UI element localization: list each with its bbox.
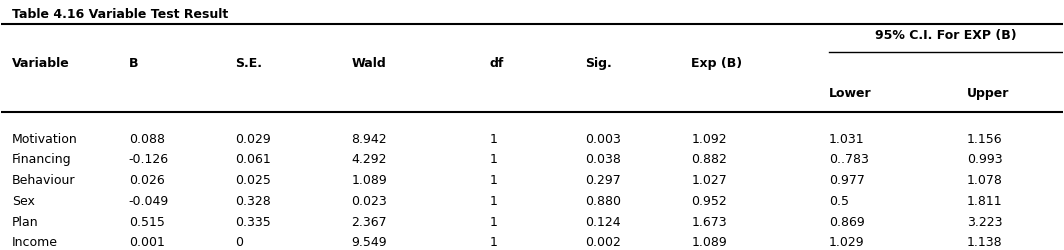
Text: 1.089: 1.089 (351, 174, 387, 187)
Text: 8.942: 8.942 (351, 133, 387, 146)
Text: 2.367: 2.367 (351, 216, 387, 229)
Text: 0.297: 0.297 (585, 174, 620, 187)
Text: 1.138: 1.138 (967, 236, 1002, 249)
Text: 0.328: 0.328 (235, 195, 270, 208)
Text: 1.031: 1.031 (829, 133, 865, 146)
Text: B: B (129, 57, 138, 70)
Text: Wald: Wald (351, 57, 386, 70)
Text: 9.549: 9.549 (351, 236, 387, 249)
Text: 1: 1 (489, 174, 498, 187)
Text: 0.038: 0.038 (585, 154, 621, 166)
Text: -0.049: -0.049 (129, 195, 169, 208)
Text: 0.515: 0.515 (129, 216, 165, 229)
Text: 0.023: 0.023 (351, 195, 387, 208)
Text: 1: 1 (489, 195, 498, 208)
Text: 0.061: 0.061 (235, 154, 270, 166)
Text: S.E.: S.E. (235, 57, 262, 70)
Text: 1.156: 1.156 (967, 133, 1002, 146)
Text: 1.078: 1.078 (967, 174, 1003, 187)
Text: 1.089: 1.089 (692, 236, 727, 249)
Text: 3.223: 3.223 (967, 216, 1002, 229)
Text: 1.027: 1.027 (692, 174, 727, 187)
Text: 0.882: 0.882 (692, 154, 727, 166)
Text: 1: 1 (489, 154, 498, 166)
Text: Sex: Sex (12, 195, 35, 208)
Text: 0.880: 0.880 (585, 195, 621, 208)
Text: 0.088: 0.088 (129, 133, 165, 146)
Text: 0.335: 0.335 (235, 216, 270, 229)
Text: 1.029: 1.029 (829, 236, 865, 249)
Text: 4.292: 4.292 (351, 154, 387, 166)
Text: -0.126: -0.126 (129, 154, 169, 166)
Text: 1: 1 (489, 133, 498, 146)
Text: Variable: Variable (12, 57, 70, 70)
Text: 0: 0 (235, 236, 243, 249)
Text: 0.001: 0.001 (129, 236, 165, 249)
Text: Table 4.16 Variable Test Result: Table 4.16 Variable Test Result (12, 8, 229, 21)
Text: 0.977: 0.977 (829, 174, 865, 187)
Text: 0.026: 0.026 (129, 174, 165, 187)
Text: 0.002: 0.002 (585, 236, 621, 249)
Text: 0.993: 0.993 (967, 154, 1002, 166)
Text: 0.869: 0.869 (829, 216, 865, 229)
Text: Lower: Lower (829, 87, 871, 100)
Text: 95% C.I. For EXP (B): 95% C.I. For EXP (B) (875, 29, 1017, 42)
Text: 1.673: 1.673 (692, 216, 727, 229)
Text: Exp (B): Exp (B) (692, 57, 743, 70)
Text: 0.025: 0.025 (235, 174, 270, 187)
Text: 0.5: 0.5 (829, 195, 849, 208)
Text: 0.124: 0.124 (585, 216, 620, 229)
Text: Behaviour: Behaviour (12, 174, 76, 187)
Text: Income: Income (12, 236, 59, 249)
Text: 0.003: 0.003 (585, 133, 621, 146)
Text: 0.952: 0.952 (692, 195, 727, 208)
Text: df: df (489, 57, 504, 70)
Text: 1: 1 (489, 236, 498, 249)
Text: 1.811: 1.811 (967, 195, 1002, 208)
Text: Financing: Financing (12, 154, 71, 166)
Text: Motivation: Motivation (12, 133, 78, 146)
Text: 1: 1 (489, 216, 498, 229)
Text: Sig.: Sig. (585, 57, 612, 70)
Text: 1.092: 1.092 (692, 133, 727, 146)
Text: Upper: Upper (967, 87, 1010, 100)
Text: 0..783: 0..783 (829, 154, 869, 166)
Text: Plan: Plan (12, 216, 38, 229)
Text: 0.029: 0.029 (235, 133, 270, 146)
